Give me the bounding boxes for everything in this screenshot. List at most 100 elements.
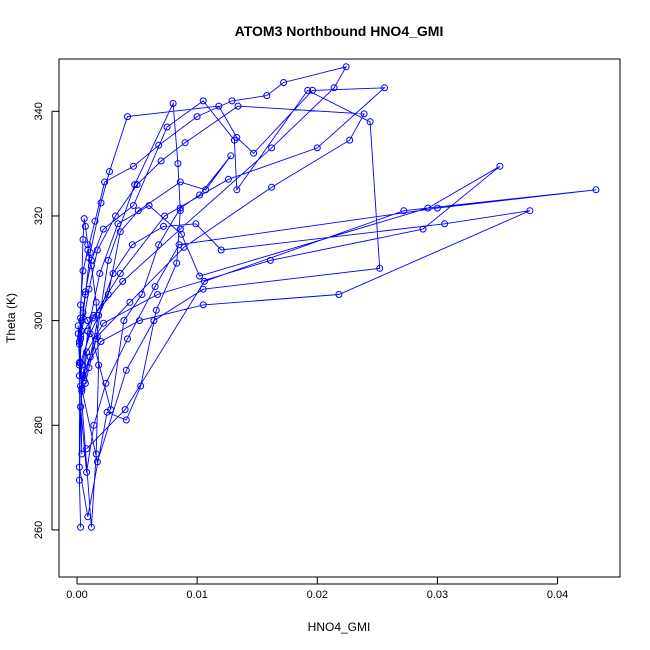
data-point: [196, 272, 204, 280]
data-point: [280, 79, 288, 86]
data-point: [133, 181, 141, 189]
data-point: [250, 149, 258, 157]
data-point: [89, 314, 97, 322]
data-point: [124, 113, 131, 121]
data-point: [224, 175, 232, 183]
data-point: [78, 317, 86, 325]
data-point: [199, 285, 207, 293]
data-point: [77, 523, 85, 531]
data-point: [75, 476, 83, 484]
data-point: [74, 322, 82, 330]
data-point: [192, 220, 200, 228]
data-point: [104, 291, 112, 298]
data-point: [234, 102, 242, 110]
data-point: [130, 162, 137, 170]
data-point: [80, 377, 88, 385]
data-point: [161, 212, 169, 220]
data-point: [78, 385, 86, 393]
data-point: [87, 256, 95, 264]
data-point: [152, 306, 160, 314]
data-point: [101, 178, 109, 186]
y-tick-label: 260: [33, 521, 45, 539]
data-point: [178, 230, 185, 238]
data-point: [419, 225, 427, 233]
data-point: [155, 141, 163, 149]
data-point: [87, 523, 95, 531]
y-tick-label: 280: [33, 416, 45, 434]
data-point: [176, 178, 184, 186]
data-point: [78, 387, 86, 395]
data-point: [304, 86, 312, 94]
data-point: [75, 372, 83, 380]
data-point: [84, 241, 92, 249]
data-point: [134, 207, 142, 215]
data-point: [95, 311, 103, 319]
data-point: [75, 359, 83, 366]
data-point: [196, 191, 204, 199]
data-point: [92, 450, 100, 458]
data-point: [441, 220, 449, 228]
data-point: [155, 241, 163, 249]
data-point: [119, 277, 127, 285]
data-point: [150, 317, 158, 325]
x-tick-label: 0.03: [427, 589, 448, 601]
data-point: [263, 92, 271, 100]
data-point: [103, 408, 111, 416]
data-point: [93, 332, 101, 340]
data-point: [151, 283, 159, 291]
data-point: [78, 450, 86, 458]
data-point: [202, 186, 210, 194]
data-point: [433, 204, 441, 212]
data-point: [424, 204, 432, 212]
data-point: [313, 144, 321, 152]
data-point: [75, 338, 83, 345]
x-tick-label: 0.02: [307, 589, 328, 601]
data-point: [366, 118, 374, 126]
data-point: [360, 110, 368, 118]
data-point: [309, 86, 316, 94]
data-point: [77, 403, 85, 411]
data-point: [120, 317, 128, 325]
y-tick-label: 340: [33, 102, 45, 120]
data-point: [83, 348, 91, 356]
data-point: [104, 256, 112, 264]
data-point: [266, 256, 274, 264]
data-point: [114, 220, 122, 228]
data-point: [217, 246, 225, 254]
data-point: [83, 468, 91, 476]
data-point: [126, 298, 134, 306]
data-point: [79, 372, 87, 380]
data-point: [130, 202, 137, 209]
series-group: [74, 63, 600, 531]
data-point: [75, 463, 83, 471]
data-point: [80, 366, 88, 374]
data-point: [86, 353, 94, 361]
data-point: [80, 215, 88, 223]
data-point: [176, 204, 184, 212]
data-point: [228, 97, 236, 105]
data-point: [92, 298, 100, 306]
data-point: [163, 123, 171, 131]
data-point: [136, 317, 143, 325]
data-point: [233, 134, 241, 141]
data-point: [154, 291, 161, 298]
data-point: [77, 301, 85, 309]
data-point: [90, 421, 98, 429]
data-point: [330, 84, 338, 92]
plot-frame: [58, 58, 621, 578]
data-point: [268, 144, 276, 152]
data-point: [496, 162, 504, 170]
data-point: [376, 264, 384, 272]
y-axis-label: Theta (K): [4, 293, 18, 343]
x-tick-label: 0.01: [186, 589, 207, 601]
data-point: [335, 291, 343, 298]
data-point: [215, 102, 223, 110]
data-point: [199, 301, 207, 309]
data-point: [381, 84, 388, 92]
data-point: [160, 222, 167, 230]
data-point: [91, 217, 99, 225]
data-point: [84, 327, 92, 335]
data-point: [99, 319, 107, 327]
data-point: [128, 241, 136, 249]
